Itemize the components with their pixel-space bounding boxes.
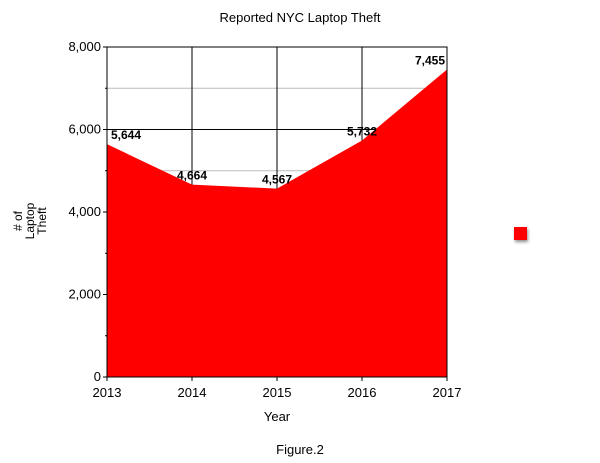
chart-title: Reported NYC Laptop Theft — [219, 10, 381, 25]
x-axis-title: Year — [263, 409, 291, 424]
x-tick-label: 2017 — [433, 385, 462, 400]
y-tick-label: 8,000 — [68, 39, 101, 54]
x-tick-label: 2016 — [348, 385, 377, 400]
x-tick-label: 2014 — [178, 385, 207, 400]
data-label: 7,455 — [415, 53, 445, 67]
x-tick-label: 2015 — [263, 385, 292, 400]
y-tick-label: 4,000 — [68, 204, 101, 219]
y-tick-label: 0 — [94, 369, 101, 384]
y-axis-title: # of Laptop Theft — [11, 202, 49, 240]
area-series — [107, 69, 447, 377]
figure-caption: Figure.2 — [276, 442, 324, 457]
data-label: 5,644 — [111, 128, 141, 142]
data-label: 4,664 — [177, 169, 207, 183]
data-label: 4,567 — [262, 173, 292, 187]
y-tick-label: 2,000 — [68, 287, 101, 302]
data-label: 5,732 — [347, 125, 377, 139]
y-tick-label: 6,000 — [68, 122, 101, 137]
legend-swatch — [514, 227, 527, 240]
x-tick-label: 2013 — [93, 385, 122, 400]
